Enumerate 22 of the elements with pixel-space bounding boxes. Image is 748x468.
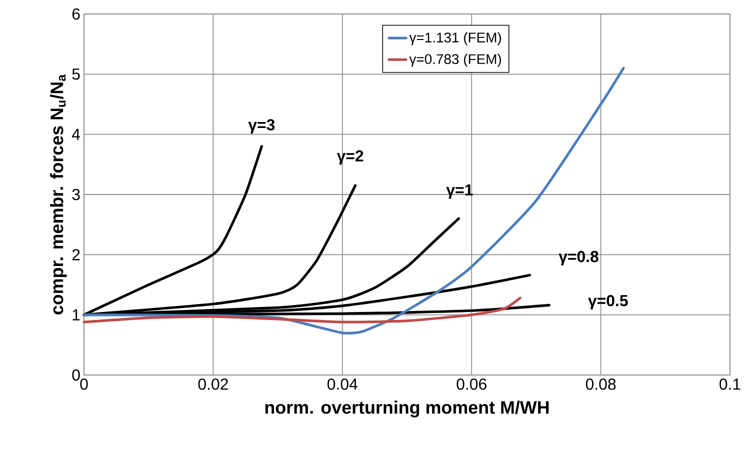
legend-label: γ=0.783 (FEM) <box>409 54 501 67</box>
series-label: γ=3 <box>248 119 275 134</box>
y-tick-label: 0 <box>72 369 80 381</box>
legend-label: γ=1.131 (FEM) <box>409 32 501 46</box>
series-label: γ=2 <box>336 150 364 165</box>
series-label: γ=0.8 <box>558 250 598 266</box>
x-tick-label: 0.04 <box>328 378 358 390</box>
y-tick-label: 5 <box>72 68 80 80</box>
x-tick-label: 0.02 <box>198 378 228 390</box>
x-tick-label: 0.1 <box>720 378 740 390</box>
y-axis-title: compr. membr. forces N$_{u}$/N$_{a}$ <box>50 74 67 314</box>
y-tick-label: 1 <box>72 309 80 320</box>
series-label: γ=1 <box>446 184 473 199</box>
text: γ=0.5 <box>588 294 628 310</box>
x-tick-label: 0 <box>80 378 88 390</box>
y-tick-label: 4 <box>72 128 80 140</box>
y-tick-label: 3 <box>72 188 80 200</box>
x-tick-label: 0.06 <box>456 378 486 390</box>
x-axis-title: norm. overturning moment M/WH <box>265 400 549 418</box>
x-tick-label: 0.08 <box>586 378 616 390</box>
y-tick-label: 6 <box>72 8 80 20</box>
y-tick-label: 2 <box>72 249 80 260</box>
